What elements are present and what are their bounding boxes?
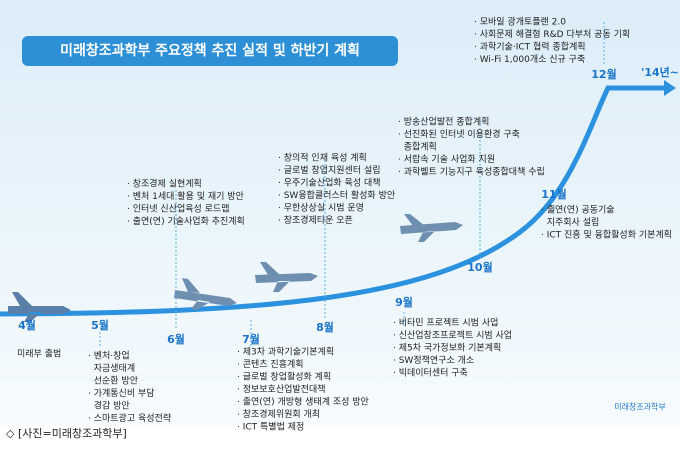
plan-item: · SW정책연구소 개소 xyxy=(393,354,474,366)
plan-item: · 가계통신비 부담 xyxy=(88,387,155,399)
plan-item: · 제5차 국가정보화 기본계획 xyxy=(393,342,501,354)
plan-item: · 신산업창조프로젝트 시범 사업 xyxy=(393,330,512,341)
plan-item: · 빅데이터센터 구축 xyxy=(393,368,468,379)
plan-item: 선순환 방안 xyxy=(88,375,138,387)
plan-item: 경감 방안 xyxy=(88,400,130,412)
plan-item: 지주회사 설립 xyxy=(541,217,599,228)
plan-item: · 글로벌 창업활성화 계획 xyxy=(237,371,331,383)
plan-item: · 무한상상실 시범 운영 xyxy=(278,203,364,214)
plan-item: · 인터넷 신산업육성 로드맵 xyxy=(127,203,230,215)
plan-item: · 창조경제 실현계획 xyxy=(127,178,202,190)
plan-item: · ICT 진흥 및 융합활성화 기본계획 xyxy=(541,229,672,241)
month-label: 12월 xyxy=(591,67,616,81)
plan-item: · 벤처·창업 xyxy=(88,350,130,362)
background xyxy=(0,0,680,425)
plan-item: 자금생태계 xyxy=(88,362,135,374)
plan-item: · 비타민 프로젝트 시범 사업 xyxy=(393,318,498,329)
plan-item: · 선진화된 인터넷 이용환경 구축 xyxy=(398,128,520,140)
growth-curve xyxy=(0,85,666,317)
month-label: 9월 xyxy=(395,295,413,309)
caption: ◇ [사진=미래창조과학부] xyxy=(6,427,127,440)
arrow-head xyxy=(664,80,676,96)
plan-item: · 방송산업발전 종합계획 xyxy=(398,116,489,128)
plan-item: · 정보보호산업발전대책 xyxy=(237,383,326,395)
future-label: '14년~ xyxy=(641,65,679,79)
plan-item: · 출연(연) 기술사업화 추진계획 xyxy=(127,215,245,227)
month-label: 7월 xyxy=(242,332,260,346)
plan-item: · 글로벌 창업지원센터 설립 xyxy=(278,165,381,176)
plan-item: · 스마트광고 육성전략 xyxy=(88,412,171,424)
plan-item: · 과학기술·ICT 협력 종합계획 xyxy=(474,41,586,53)
title-box xyxy=(22,36,398,66)
month-label: 4월 xyxy=(18,318,36,332)
plan-item: · ICT 특별법 제정 xyxy=(237,422,304,433)
month-label: 6월 xyxy=(167,332,185,346)
plan-item: · 콘텐츠 진흥계획 xyxy=(237,358,304,370)
plan-item: 미래부 출범 xyxy=(17,349,61,360)
plan-item: · 제3차 과학기술기본계획 xyxy=(237,346,334,358)
title: 미래창조과학부 주요정책 추진 실적 및 하반기 계획 xyxy=(60,42,360,59)
month-label: 11월 xyxy=(541,187,566,201)
plan-item: · 사회문제 해결형 R&D 다부처 공동 기획 xyxy=(474,28,630,40)
month-label: 5월 xyxy=(91,318,109,332)
plan-item: · 출연(연) 공동기술 xyxy=(541,205,615,216)
plan-item: · 창조경제위원회 개최 xyxy=(237,408,320,420)
plan-item: · 모바일 광개토플랜 2.0 xyxy=(474,16,566,28)
plan-item: · 창의적 인재 육성 계획 xyxy=(278,152,367,164)
plan-item: 종합계획 xyxy=(398,141,437,153)
plan-item: · 과학벨트 기능지구 육성종합대책 수립 xyxy=(398,166,545,178)
plan-item: · 창조경제타운 오픈 xyxy=(278,214,353,226)
plan-item: · Wi-Fi 1,000개소 신규 구축 xyxy=(474,54,585,65)
plan-item: · SW융합클러스터 활성화 방안 xyxy=(278,189,395,201)
plan-item: · 우주기술산업화 육성 대책 xyxy=(278,177,381,189)
airplanes xyxy=(8,214,463,322)
plan-item: · 벤처 1세대 활용 및 재기 방안 xyxy=(127,190,244,202)
plan-item: · 서랍속 기술 사업화 지원 xyxy=(398,154,495,165)
plan-item: · 출연(연) 개방형 생태계 조성 방안 xyxy=(237,396,369,408)
month-label: 10월 xyxy=(467,260,492,274)
logo: 미래창조과학부 xyxy=(614,402,666,412)
month-label: 8월 xyxy=(316,320,334,334)
